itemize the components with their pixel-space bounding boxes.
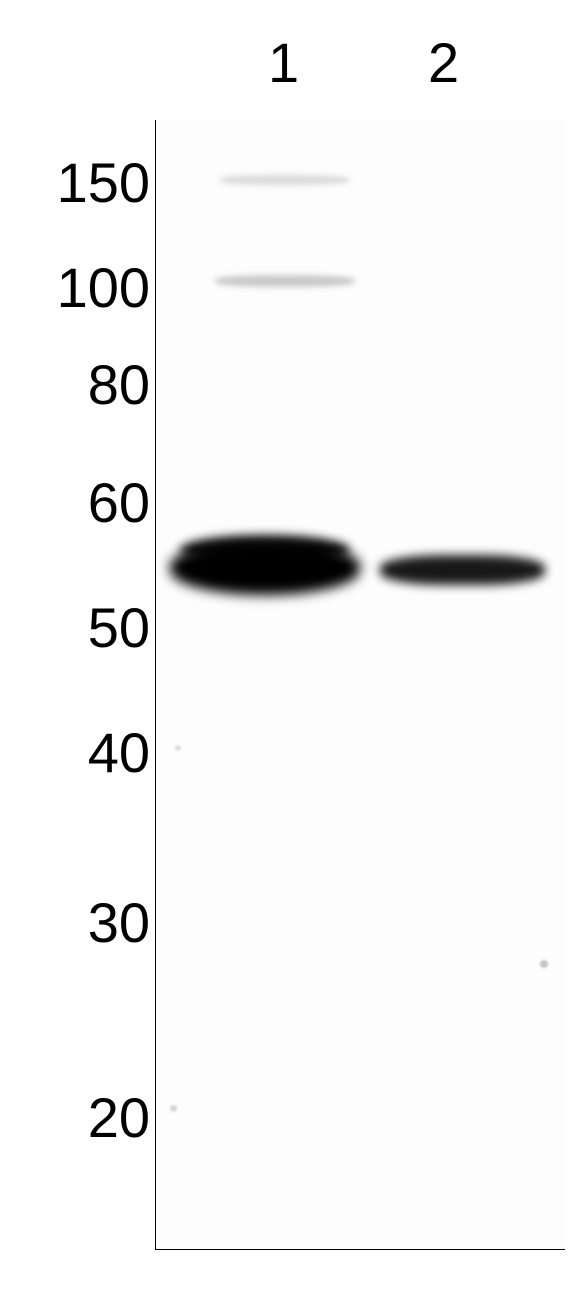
mw-marker-40: 40: [88, 720, 150, 785]
blot-border: [155, 120, 565, 1250]
lane-label-2: 2: [428, 30, 459, 95]
mw-marker-150: 150: [57, 150, 150, 215]
main-band-lane-1: [180, 535, 350, 565]
lane-label-1: 1: [268, 30, 299, 95]
mw-marker-20: 20: [88, 1085, 150, 1150]
faint-band-lane-1-0: [220, 175, 350, 185]
faint-band-lane-1-1: [215, 275, 355, 287]
mw-marker-60: 60: [88, 470, 150, 535]
mw-marker-30: 30: [88, 890, 150, 955]
mw-marker-100: 100: [57, 255, 150, 320]
noise-dot-2: [170, 1105, 177, 1112]
mw-marker-80: 80: [88, 352, 150, 417]
main-band-lane-2: [380, 555, 545, 585]
noise-dot-0: [540, 960, 548, 968]
noise-dot-1: [175, 745, 181, 751]
mw-marker-50: 50: [88, 595, 150, 660]
